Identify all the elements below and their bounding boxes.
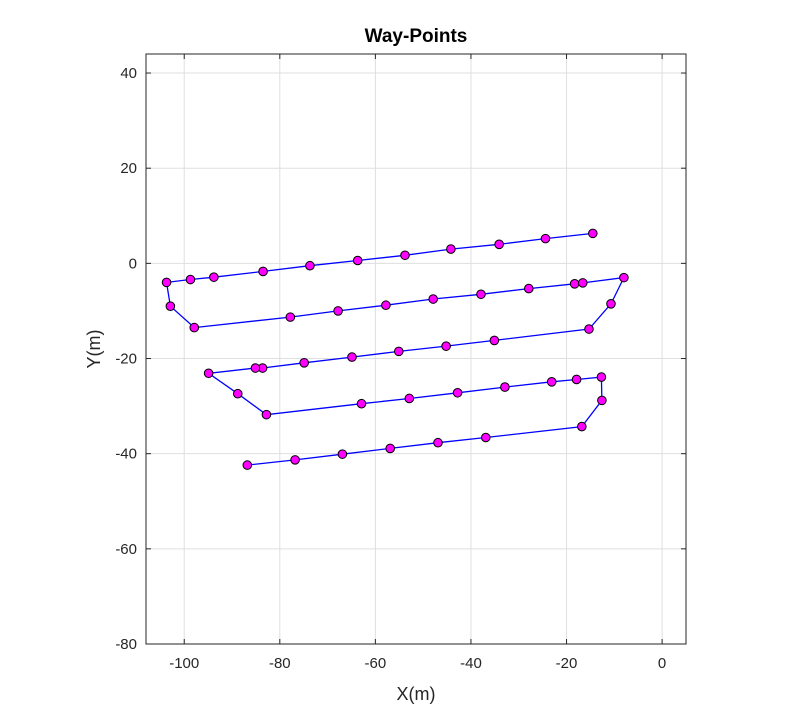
waypoint-marker xyxy=(165,301,176,311)
y-tick-label: -20 xyxy=(115,351,137,368)
waypoint-marker xyxy=(480,432,491,443)
waypoint-marker xyxy=(523,283,534,294)
x-tick-label: -60 xyxy=(365,655,387,672)
waypoint-marker xyxy=(203,368,214,379)
y-tick-label: -80 xyxy=(115,636,137,653)
x-tick-label: -20 xyxy=(556,655,578,672)
waypoint-marker xyxy=(161,277,172,288)
waypoint-marker xyxy=(452,387,463,398)
waypoint-marker xyxy=(333,306,343,316)
waypoint-marker xyxy=(428,294,439,304)
waypoint-marker xyxy=(441,341,451,351)
waypoint-marker xyxy=(299,357,309,368)
waypoint-marker xyxy=(385,443,395,454)
waypoint-marker xyxy=(305,260,315,271)
x-tick-label: -40 xyxy=(460,655,482,672)
y-tick-label: 0 xyxy=(129,255,137,272)
y-tick-label: -40 xyxy=(115,446,137,463)
waypoint-marker xyxy=(381,300,391,311)
y-tick-label: 20 xyxy=(120,160,137,177)
waypoint-marker xyxy=(393,346,404,357)
waypoint-marker xyxy=(404,393,415,404)
waypoint-marker xyxy=(596,372,607,382)
waypoint-marker xyxy=(597,395,607,406)
waypoint-marker xyxy=(290,455,300,465)
waypoint-marker xyxy=(577,421,587,432)
x-tick-label: 0 xyxy=(658,655,666,672)
waypoint-marker xyxy=(489,335,500,346)
waypoint-marker xyxy=(619,272,629,283)
waypoint-marker xyxy=(584,324,594,334)
waypoint-marker xyxy=(232,388,243,399)
waypoint-marker xyxy=(494,239,504,250)
waypoint-marker xyxy=(540,233,551,244)
waypoint-marker xyxy=(352,255,363,266)
waypoint-marker xyxy=(433,437,443,448)
waypoint-marker xyxy=(400,250,410,261)
waypoint-marker xyxy=(285,312,296,322)
waypoint-marker xyxy=(347,352,357,362)
waypoint-marker xyxy=(476,289,486,300)
axis-ticks: -100 -80 -60 -40 -20 0 40 20 0 -20 -40 -60 -80 xyxy=(115,54,686,672)
waypoint-marker xyxy=(588,228,598,239)
waypoint-marker xyxy=(606,298,616,309)
x-axis-label: X(m) xyxy=(397,684,436,704)
waypoint-marker xyxy=(571,374,582,385)
axes-frame xyxy=(145,53,687,645)
waypoint-marker xyxy=(258,266,268,277)
chart-title: Way-Points xyxy=(365,26,468,47)
waypoint-marker xyxy=(209,272,219,282)
waypoint-marker xyxy=(500,382,510,392)
waypoint-marker xyxy=(242,460,253,470)
waypoint-marker xyxy=(446,244,456,254)
waypoint-marker xyxy=(577,278,588,288)
waypoint-marker xyxy=(337,449,348,459)
waypoint-markers xyxy=(161,228,629,470)
waypoint-marker xyxy=(189,322,200,333)
x-tick-label: -100 xyxy=(169,655,199,672)
waypoint-marker xyxy=(250,363,261,373)
y-axis-label: Y(m) xyxy=(84,330,104,369)
waypoint-marker xyxy=(356,398,367,409)
grid-lines xyxy=(146,54,686,645)
y-tick-label: 40 xyxy=(120,65,137,82)
waypoint-marker xyxy=(185,274,196,285)
x-tick-label: -80 xyxy=(269,655,291,672)
y-tick-label: -60 xyxy=(115,541,137,558)
waypoint-marker xyxy=(261,409,272,420)
waypoint-marker xyxy=(546,377,557,387)
waypoint-marker xyxy=(569,279,580,289)
